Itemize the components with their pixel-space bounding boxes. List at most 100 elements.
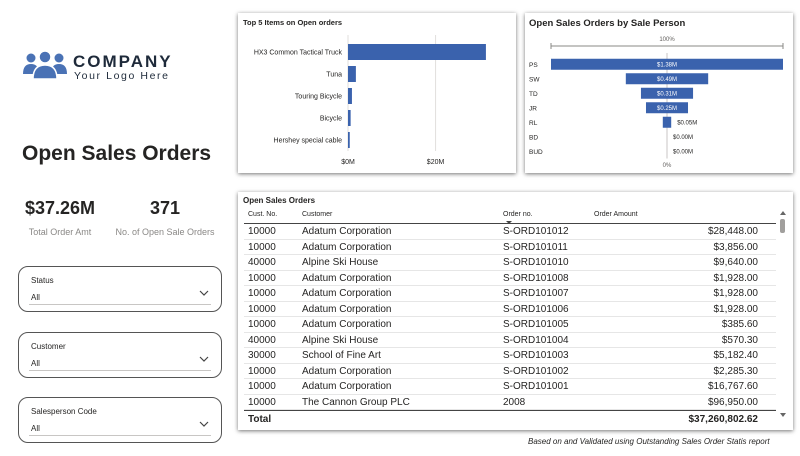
footnote: Based on and Validated using Outstanding…	[528, 437, 770, 446]
table-row[interactable]: 10000 Adatum Corporation S-ORD101005 $385.6…	[244, 317, 776, 333]
kpi-label: No. of Open Sale Orders	[115, 227, 215, 237]
cell-customer: Adatum Corporation	[302, 241, 392, 253]
cell-cust-no: 10000	[248, 319, 276, 330]
column-header-order-no[interactable]: Order no.	[503, 211, 533, 218]
slicer-underline	[29, 304, 211, 305]
table-row[interactable]: 30000 School of Fine Art S-ORD101003 $5,182…	[244, 348, 776, 364]
customer-slicer[interactable]: Customer All	[18, 332, 222, 378]
table-row[interactable]: 40000 Alpine Ski House S-ORD101010 $9,640.0…	[244, 255, 776, 271]
cell-customer: The Cannon Group PLC	[302, 396, 410, 408]
table-row[interactable]: 10000 Adatum Corporation S-ORD101011 $3,856…	[244, 240, 776, 255]
cell-cust-no: 10000	[248, 396, 276, 408]
chart-title: Top 5 Items on Open orders	[243, 18, 343, 27]
cell-order-no: S-ORD101003	[503, 350, 569, 361]
slicer-underline	[29, 370, 211, 371]
table-row[interactable]: 10000 Adatum Corporation S-ORD101001 $16,76…	[244, 379, 776, 395]
sales-person-funnel-chart: 100% PS $1.38M SW $0.49M TD $0.31M JR $0.25M RL $0…	[529, 37, 784, 169]
kpi-open-sale-orders: 371 No. of Open Sale Orders	[110, 198, 220, 237]
table-row[interactable]: 10000 Adatum Corporation S-ORD101006 $1,928…	[244, 302, 776, 317]
cell-customer: Adatum Corporation	[302, 365, 392, 377]
salesperson-code-slicer[interactable]: Salesperson Code All	[18, 397, 222, 443]
scroll-up-icon[interactable]	[780, 211, 786, 215]
table-row[interactable]: 10000 Adatum Corporation S-ORD101012 $28,44…	[244, 224, 776, 240]
status-slicer[interactable]: Status All	[18, 266, 222, 312]
cell-order-amount: $28,448.00	[707, 226, 758, 237]
cell-customer: Adatum Corporation	[302, 226, 392, 237]
cell-order-amount: $5,182.40	[713, 350, 759, 361]
cell-order-amount: $2,285.30	[713, 365, 759, 377]
cell-order-no: 2008	[503, 396, 526, 408]
cell-customer: Adatum Corporation	[302, 319, 392, 330]
cell-cust-no: 10000	[248, 288, 276, 299]
category-label: Tuna	[326, 72, 342, 79]
table-row[interactable]: 10000 Adatum Corporation S-ORD101002 $2,285…	[244, 364, 776, 379]
cell-order-amount: $9,640.00	[713, 257, 759, 268]
cell-customer: Adatum Corporation	[302, 303, 392, 315]
cell-order-amount: $570.30	[721, 334, 758, 346]
x-tick-label: $0M	[341, 159, 355, 166]
kpi-value: $37.26M	[24, 198, 96, 218]
scroll-down-icon[interactable]	[780, 413, 786, 417]
funnel-bar[interactable]	[625, 73, 709, 85]
slicer-underline	[29, 435, 211, 436]
people-icon	[23, 50, 67, 80]
cell-order-amount: $96,950.00	[707, 396, 758, 408]
open-sales-orders-table-card: Open Sales Orders Cust. No. Customer Ord…	[238, 192, 793, 430]
cell-customer: School of Fine Art	[302, 350, 381, 361]
sort-descending-icon	[506, 221, 512, 224]
column-header-order-amount[interactable]: Order Amount	[594, 211, 638, 218]
chevron-down-icon[interactable]	[199, 289, 209, 297]
company-logo: COMPANY Your Logo Here	[22, 48, 202, 88]
scrollbar-thumb[interactable]	[780, 219, 785, 233]
slicer-value: All	[31, 293, 40, 302]
cell-cust-no: 10000	[248, 365, 276, 377]
cell-cust-no: 10000	[248, 272, 276, 284]
data-label: $0.49M	[657, 77, 677, 83]
funnel-bar[interactable]	[645, 102, 689, 114]
table-row[interactable]: 10000 Adatum Corporation S-ORD101008 $1,928…	[244, 271, 776, 286]
x-tick-label: $20M	[427, 159, 445, 166]
table-row[interactable]: 10000 The Cannon Group PLC 2008 $96,950.00	[244, 395, 776, 410]
cell-cust-no: 10000	[248, 226, 276, 237]
bar[interactable]	[348, 44, 486, 60]
bar[interactable]	[348, 132, 350, 148]
chevron-down-icon[interactable]	[199, 420, 209, 428]
table-row[interactable]: 10000 Adatum Corporation S-ORD101007 $1,928…	[244, 286, 776, 302]
category-label: Touring Bicycle	[295, 94, 342, 101]
table-row[interactable]: 40000 Alpine Ski House S-ORD101004 $570.30	[244, 333, 776, 348]
funnel-bar[interactable]	[640, 87, 694, 99]
data-label: $0.31M	[657, 92, 677, 98]
chevron-down-icon[interactable]	[199, 355, 209, 363]
data-label: $1.38M	[657, 63, 677, 69]
cell-cust-no: 30000	[248, 350, 276, 361]
funnel-bottom-label: 0%	[663, 163, 672, 169]
column-header-customer[interactable]: Customer	[302, 211, 333, 218]
funnel-top-label: 100%	[659, 37, 675, 43]
kpi-total-order-amt: $37.26M Total Order Amt	[22, 198, 98, 237]
category-label: BUD	[529, 149, 543, 156]
cell-customer: Adatum Corporation	[302, 288, 392, 299]
slicer-title: Status	[31, 276, 54, 285]
table-title: Open Sales Orders	[243, 196, 316, 205]
bar[interactable]	[348, 88, 352, 104]
funnel-bar[interactable]	[551, 58, 783, 70]
cell-order-amount: $1,928.00	[713, 288, 759, 299]
cell-cust-no: 10000	[248, 303, 276, 315]
cell-order-no: S-ORD101004	[503, 334, 569, 346]
column-header-cust-no[interactable]: Cust. No.	[248, 211, 278, 218]
cell-customer: Alpine Ski House	[302, 334, 379, 346]
bar[interactable]	[348, 66, 356, 82]
bar[interactable]	[348, 110, 351, 126]
category-label: HX3 Common Tactical Truck	[254, 50, 343, 57]
category-label: TD	[529, 91, 538, 98]
category-label: Hershey special cable	[274, 138, 343, 145]
cell-order-amount: $3,856.00	[713, 241, 759, 253]
table-scrollbar[interactable]	[779, 211, 787, 417]
cell-order-no: S-ORD101006	[503, 303, 569, 315]
category-label: Bicycle	[320, 116, 342, 123]
kpi-label: Total Order Amt	[28, 227, 92, 237]
slicer-value: All	[31, 359, 40, 368]
funnel-bar[interactable]	[662, 116, 672, 128]
cell-cust-no: 10000	[248, 381, 276, 392]
cell-order-no: S-ORD101011	[503, 241, 568, 253]
